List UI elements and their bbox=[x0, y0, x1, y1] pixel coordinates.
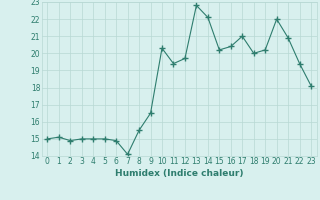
X-axis label: Humidex (Indice chaleur): Humidex (Indice chaleur) bbox=[115, 169, 244, 178]
